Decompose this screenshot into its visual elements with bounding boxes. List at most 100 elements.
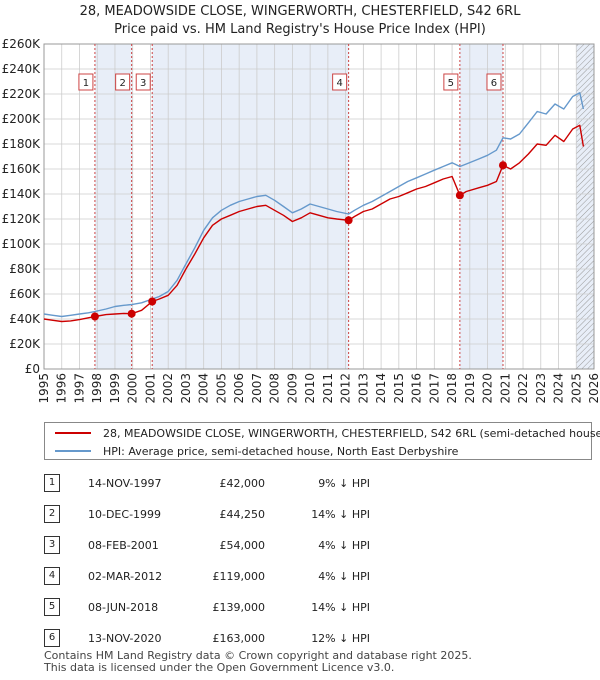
- y-tick-label-7: £140K: [2, 187, 42, 201]
- row-delta: 4% ↓ HPI: [318, 539, 370, 552]
- y-tick-label-1: £20K: [9, 337, 41, 351]
- row-price: £44,250: [219, 508, 266, 521]
- row-number-badge: 4: [44, 567, 60, 585]
- y-tick-label-9: £180K: [2, 137, 42, 151]
- x-tick-label-2002: 2002: [161, 373, 175, 404]
- x-tick-label-2021: 2021: [498, 373, 512, 404]
- sale-marker-label-1: 1: [83, 78, 89, 89]
- x-tick-label-2024: 2024: [552, 373, 566, 404]
- price-line-swatch: [55, 432, 91, 434]
- x-tick-label-2020: 2020: [481, 373, 495, 404]
- row-price: £54,000: [219, 539, 266, 552]
- x-tick-label-2009: 2009: [285, 373, 299, 404]
- row-date: 13-NOV-2020: [88, 632, 162, 645]
- x-tick-label-2008: 2008: [268, 373, 282, 404]
- shaded-period-3: [459, 44, 503, 369]
- row-number-badge: 6: [44, 629, 60, 647]
- row-price: £163,000: [212, 632, 266, 645]
- legend-hpi-label: HPI: Average price, semi-detached house,…: [103, 444, 459, 458]
- table-row: 4 02-MAR-2012 £119,000 4% ↓ HPI: [0, 567, 600, 587]
- footer-licence: This data is licensed under the Open Gov…: [44, 661, 395, 674]
- footer-copyright: Contains HM Land Registry data © Crown c…: [44, 649, 472, 662]
- y-tick-label-11: £220K: [2, 87, 42, 101]
- table-row: 1 14-NOV-1997 £42,000 9% ↓ HPI: [0, 474, 600, 494]
- title-line-2: Price paid vs. HM Land Registry's House …: [114, 22, 486, 37]
- x-tick-label-2005: 2005: [214, 373, 228, 404]
- row-number-badge: 3: [44, 536, 60, 554]
- plot-border: [43, 43, 595, 370]
- x-tick-label-2006: 2006: [232, 373, 246, 404]
- row-date: 08-FEB-2001: [88, 539, 159, 552]
- x-tick-label-2019: 2019: [463, 373, 477, 404]
- sale-marker-label-6: 6: [491, 78, 497, 89]
- sale-point-3: [148, 297, 157, 306]
- x-tick-label-2016: 2016: [410, 373, 424, 404]
- row-number-badge: 5: [44, 598, 60, 616]
- table-row: 2 10-DEC-1999 £44,250 14% ↓ HPI: [0, 505, 600, 525]
- sale-point-1: [90, 312, 99, 321]
- sale-point-4: [344, 216, 353, 225]
- x-tick-label-2011: 2011: [321, 373, 335, 404]
- x-tick-label-2001: 2001: [143, 373, 157, 404]
- x-tick-label-2022: 2022: [516, 373, 530, 404]
- x-tick-label-2026: 2026: [587, 373, 600, 404]
- row-date: 08-JUN-2018: [88, 601, 159, 614]
- sale-point-6: [498, 161, 507, 170]
- row-price: £42,000: [219, 477, 266, 490]
- x-tick-label-2014: 2014: [374, 373, 388, 404]
- title-line-1: 28, MEADOWSIDE CLOSE, WINGERWORTH, CHEST…: [79, 4, 521, 19]
- x-tick-label-2003: 2003: [179, 373, 193, 404]
- x-tick-label-2025: 2025: [569, 373, 583, 404]
- table-row: 6 13-NOV-2020 £163,000 12% ↓ HPI: [0, 629, 600, 649]
- hpi-line-swatch: [55, 450, 91, 452]
- sale-point-5: [455, 191, 464, 200]
- y-tick-label-3: £60K: [9, 287, 41, 301]
- legend: 28, MEADOWSIDE CLOSE, WINGERWORTH, CHEST…: [44, 422, 600, 460]
- legend-item-hpi: HPI: Average price, semi-detached house,…: [55, 442, 458, 460]
- sale-marker-label-3: 3: [140, 78, 146, 89]
- chart-title: 28, MEADOWSIDE CLOSE, WINGERWORTH, CHEST…: [0, 3, 600, 39]
- row-delta: 9% ↓ HPI: [318, 477, 370, 490]
- row-date: 10-DEC-1999: [88, 508, 162, 521]
- y-tick-label-0: £0: [25, 362, 40, 376]
- x-tick-label-2018: 2018: [445, 373, 459, 404]
- footer: Contains HM Land Registry data © Crown c…: [44, 650, 472, 674]
- row-number-badge: 1: [44, 474, 60, 492]
- sale-marker-label-2: 2: [119, 78, 125, 89]
- hatched-region: [576, 44, 594, 369]
- row-delta: 14% ↓ HPI: [311, 508, 370, 521]
- price-chart: 1 2 3 4 5 6 £0 £20K £40K £60K £80K £100K £120K £140K £…: [2, 37, 600, 404]
- x-tick-label-2017: 2017: [427, 373, 441, 404]
- row-date: 02-MAR-2012: [88, 570, 163, 583]
- x-tick-label-2015: 2015: [392, 373, 406, 404]
- sale-marker-box-2: [115, 73, 131, 91]
- row-price: £119,000: [212, 570, 266, 583]
- x-tick-label-1996: 1996: [55, 373, 69, 404]
- y-tick-label-4: £80K: [9, 262, 41, 276]
- shaded-period-2: [152, 44, 349, 369]
- legend-price-label: 28, MEADOWSIDE CLOSE, WINGERWORTH, CHEST…: [103, 426, 600, 440]
- x-tick-label-2023: 2023: [534, 373, 548, 404]
- y-tick-label-12: £240K: [2, 62, 42, 76]
- row-delta: 4% ↓ HPI: [318, 570, 370, 583]
- x-tick-label-2007: 2007: [250, 373, 264, 404]
- y-tick-label-2: £40K: [9, 312, 41, 326]
- x-tick-label-2012: 2012: [339, 373, 353, 404]
- sale-marker-box-1: [78, 73, 94, 91]
- x-tick-label-2000: 2000: [126, 373, 140, 404]
- x-tick-label-2010: 2010: [303, 373, 317, 404]
- x-tick-label-1997: 1997: [72, 373, 86, 404]
- row-price: £139,000: [212, 601, 266, 614]
- y-tick-label-13: £260K: [2, 37, 42, 51]
- sale-marker-box-6: [486, 73, 502, 91]
- row-delta: 12% ↓ HPI: [311, 632, 370, 645]
- hpi-series-line: [43, 92, 585, 318]
- table-row: 5 08-JUN-2018 £139,000 14% ↓ HPI: [0, 598, 600, 618]
- sale-marker-box-5: [443, 73, 459, 91]
- sale-marker-label-5: 5: [448, 78, 454, 89]
- y-tick-label-10: £200K: [2, 112, 42, 126]
- legend-item-price: 28, MEADOWSIDE CLOSE, WINGERWORTH, CHEST…: [55, 424, 600, 442]
- shaded-period-1: [94, 44, 132, 369]
- sale-marker-box-3: [135, 73, 151, 91]
- table-row: 3 08-FEB-2001 £54,000 4% ↓ HPI: [0, 536, 600, 556]
